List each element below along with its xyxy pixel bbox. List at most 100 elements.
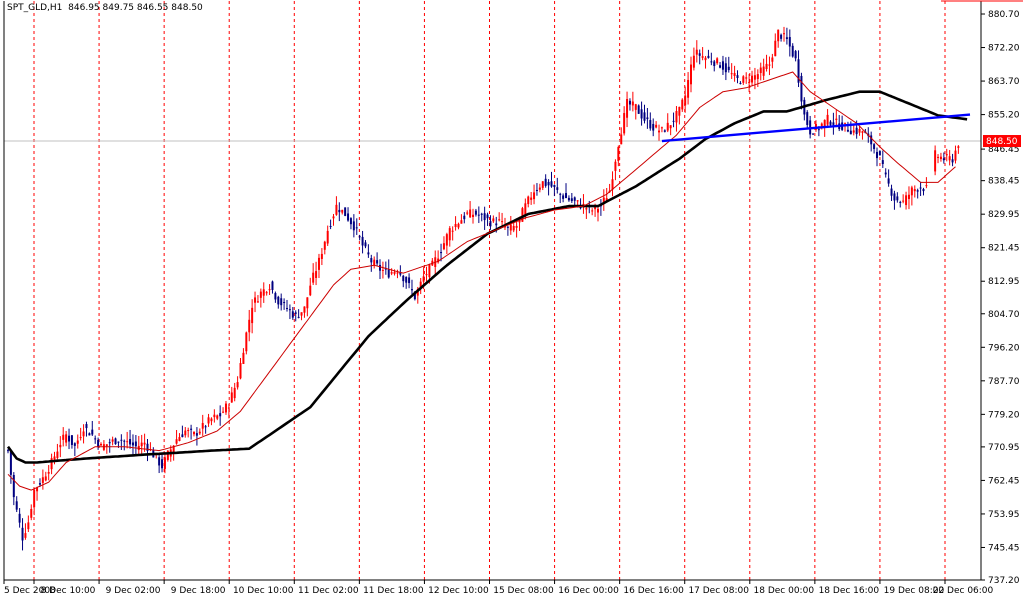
candle-body [759, 67, 762, 74]
candle-body [41, 477, 44, 483]
candle-body [739, 82, 742, 84]
candle-body [326, 230, 329, 244]
candle-body [105, 444, 108, 447]
candle-body [727, 66, 730, 71]
candle-body [846, 129, 849, 132]
trendline[interactable] [661, 113, 971, 143]
candle-body [835, 118, 838, 121]
candle-body [472, 214, 475, 218]
candle-body [631, 101, 634, 106]
candle-body [736, 75, 739, 78]
candle-body [181, 434, 184, 438]
candle-body [483, 213, 486, 221]
candle-body [236, 382, 239, 388]
candle-body [44, 476, 47, 481]
candle-body [387, 269, 390, 278]
candle-body [541, 181, 544, 188]
candle-body [286, 307, 289, 309]
candle-body [733, 73, 736, 76]
candle-body [957, 146, 960, 148]
candle-body [585, 208, 588, 210]
candle-body [681, 99, 684, 110]
candle-body [288, 309, 291, 311]
candle-body [565, 193, 568, 199]
candle-body [916, 190, 919, 192]
candle-body [817, 129, 820, 131]
candle-body [320, 253, 323, 259]
candle-body [844, 122, 847, 124]
candle-body [384, 268, 387, 270]
candle-body [233, 387, 236, 399]
candle-body [73, 443, 76, 446]
candle-body [239, 363, 242, 379]
candle-body [768, 64, 771, 66]
candle-body [812, 133, 815, 135]
candle-body [660, 127, 663, 129]
candle-body [88, 433, 91, 436]
candle-body [954, 150, 957, 161]
candle-body [21, 527, 24, 541]
candle-body [428, 264, 431, 278]
candle-body [713, 61, 716, 67]
candle-body [210, 418, 213, 422]
candle-body [227, 407, 230, 409]
candle-body [123, 440, 126, 442]
time-tick-label: 8 Dec 10:00 [41, 586, 96, 596]
candle-body [899, 201, 902, 203]
candle-body [753, 75, 756, 80]
candle-body [370, 258, 373, 263]
candle-body [381, 269, 384, 271]
time-tick-label: 17 Dec 08:00 [688, 586, 749, 596]
candle-body [117, 441, 120, 443]
candle-body [678, 106, 681, 116]
candle-body [50, 458, 53, 470]
candle-body [335, 204, 338, 215]
candle-body [79, 437, 82, 439]
candle-body [294, 312, 297, 314]
candle-body [393, 271, 396, 274]
candle-body [762, 66, 765, 76]
candle-body [161, 459, 164, 469]
time-tick-label: 11 Dec 02:00 [298, 586, 359, 596]
candle-body [669, 125, 672, 129]
candle-body [800, 75, 803, 102]
candle-body [626, 99, 629, 118]
candle-body [198, 431, 201, 434]
candle-body [829, 121, 832, 125]
candle-body [256, 301, 259, 303]
candle-body [405, 277, 408, 283]
candle-body [47, 472, 50, 474]
candle-body [873, 144, 876, 149]
candle-body [280, 298, 283, 306]
candle-body [352, 221, 355, 231]
candle-body [870, 135, 873, 145]
current-price-label: 848.50 [986, 137, 1018, 147]
candle-body [675, 111, 678, 123]
candle-body [562, 195, 565, 199]
candle-body [605, 198, 608, 201]
candle-body [390, 272, 393, 274]
candle-body [437, 258, 440, 263]
candle-body [948, 156, 951, 161]
candle-body [794, 51, 797, 59]
candle-body [402, 275, 405, 282]
close-value: 848.50 [171, 3, 203, 13]
candle-body [701, 56, 704, 58]
candle-body [190, 428, 193, 430]
candle-body [376, 260, 379, 264]
candle-body [942, 158, 945, 161]
candle-body [512, 225, 515, 231]
candle-body [114, 438, 117, 445]
candle-body [349, 218, 352, 225]
time-tick-label: 10 Dec 10:00 [233, 586, 294, 596]
candle-body [951, 159, 954, 163]
candle-body [146, 443, 149, 451]
candle-body [291, 311, 294, 318]
candle-body [469, 209, 472, 218]
candle-body [166, 450, 169, 460]
candle-body [640, 109, 643, 119]
candle-body [849, 130, 852, 135]
candle-body [719, 65, 722, 68]
